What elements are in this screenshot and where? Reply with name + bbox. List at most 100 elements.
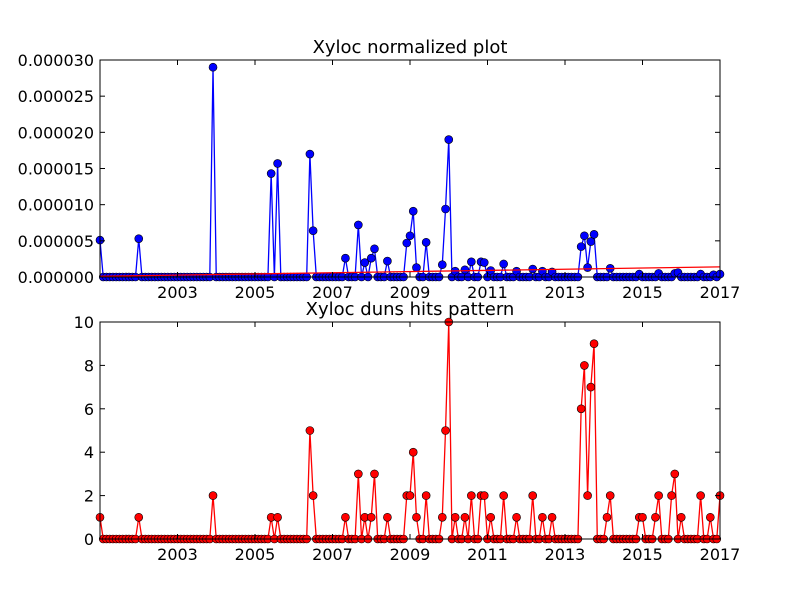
plot-area — [100, 322, 720, 539]
x-tick-label: 2013 — [545, 545, 586, 564]
x-tick-label: 2015 — [622, 545, 663, 564]
data-point — [412, 263, 421, 272]
chart-title: Xyloc duns hits pattern — [306, 299, 515, 320]
data-point — [528, 491, 538, 500]
data-point — [273, 159, 282, 168]
data-point — [421, 491, 431, 500]
x-tick-label: 2005 — [235, 545, 276, 564]
data-point — [408, 206, 418, 216]
data-point — [412, 512, 421, 522]
data-point — [467, 257, 476, 267]
y-tick-label: 0.000010 — [18, 196, 94, 215]
data-point — [706, 512, 715, 522]
series-line — [99, 266, 721, 277]
data-point — [308, 491, 318, 500]
data-point — [354, 220, 363, 230]
data-point — [370, 469, 379, 479]
data-point — [576, 242, 586, 251]
data-point — [638, 512, 647, 522]
data-point — [538, 512, 547, 522]
y-tick-label: 0.000015 — [18, 160, 94, 179]
data-point — [670, 469, 680, 479]
x-tick-label: 2011 — [467, 545, 508, 564]
y-tick-label: 4 — [84, 443, 94, 462]
data-point — [208, 62, 218, 72]
data-point — [499, 259, 508, 269]
data-point — [486, 512, 496, 522]
y-tick-label: 2 — [84, 487, 94, 506]
data-point — [576, 404, 586, 414]
y-tick-label: 0.000025 — [18, 87, 94, 106]
x-tick-label: 2003 — [157, 545, 198, 564]
data-point — [460, 512, 470, 522]
data-point — [547, 512, 557, 522]
y-tick-label: 0.000030 — [18, 51, 94, 70]
x-tick-label: 2015 — [622, 283, 663, 302]
data-point — [273, 512, 282, 522]
data-point — [383, 512, 392, 522]
data-point — [583, 491, 592, 500]
data-point — [450, 512, 460, 522]
x-tick-label: 2013 — [545, 283, 586, 302]
data-point — [667, 491, 676, 500]
data-point — [444, 135, 454, 144]
data-point — [696, 491, 705, 500]
data-point — [589, 339, 599, 349]
data-point — [366, 253, 376, 263]
data-point — [479, 491, 489, 500]
data-point — [589, 230, 599, 239]
data-point — [305, 149, 315, 159]
chart-panel-2: 2003 2005 2007 2009 2011 2013 2015 2017 0 2 4 6 8 10 X… — [74, 299, 741, 564]
y-tick-label: 10 — [74, 313, 94, 332]
data-point — [437, 512, 447, 522]
data-point — [499, 491, 508, 500]
data-point — [654, 491, 663, 500]
chart-panel-1: 2003 2005 2007 2009 2011 2013 2015 2017 0.000000… — [18, 37, 741, 302]
y-tick-label: 0 — [84, 530, 94, 549]
data-point — [586, 382, 596, 392]
data-point — [580, 361, 589, 370]
x-tick-label: 2007 — [312, 283, 353, 302]
chart-title: Xyloc normalized plot — [313, 37, 508, 58]
x-tick-label: 2005 — [235, 283, 276, 302]
x-tick-label: 2009 — [390, 283, 431, 302]
data-point — [405, 491, 415, 500]
data-point — [580, 231, 589, 241]
data-point — [479, 258, 489, 267]
data-point — [134, 234, 144, 243]
data-point — [402, 238, 412, 248]
data-point — [460, 265, 470, 275]
data-point — [308, 226, 318, 236]
data-point — [305, 426, 315, 435]
x-tick-label: 2003 — [157, 283, 198, 302]
data-point — [134, 512, 144, 522]
y-tick-label: 0.000000 — [18, 268, 94, 287]
x-tick-label: 2011 — [467, 283, 508, 302]
data-point — [341, 512, 350, 522]
data-point — [441, 426, 450, 435]
data-point — [441, 204, 450, 214]
data-point — [360, 258, 370, 267]
x-tick-label: 2007 — [312, 545, 353, 564]
y-tick-label: 8 — [84, 356, 94, 375]
data-point — [676, 512, 686, 522]
data-point — [383, 256, 392, 266]
data-point — [512, 512, 521, 522]
y-tick-label: 6 — [84, 400, 94, 419]
data-point — [366, 512, 376, 522]
data-point — [208, 491, 218, 500]
series-2 — [99, 266, 721, 277]
data-point — [421, 237, 431, 247]
y-tick-label: 0.000005 — [18, 232, 94, 251]
data-point — [405, 231, 415, 241]
data-point — [354, 469, 363, 479]
data-point — [586, 237, 596, 246]
data-point — [408, 447, 418, 457]
data-point — [341, 253, 350, 263]
x-tick-label: 2017 — [700, 545, 741, 564]
data-point — [605, 491, 615, 500]
data-point — [266, 169, 276, 178]
data-point — [467, 491, 476, 500]
data-point — [602, 512, 612, 522]
